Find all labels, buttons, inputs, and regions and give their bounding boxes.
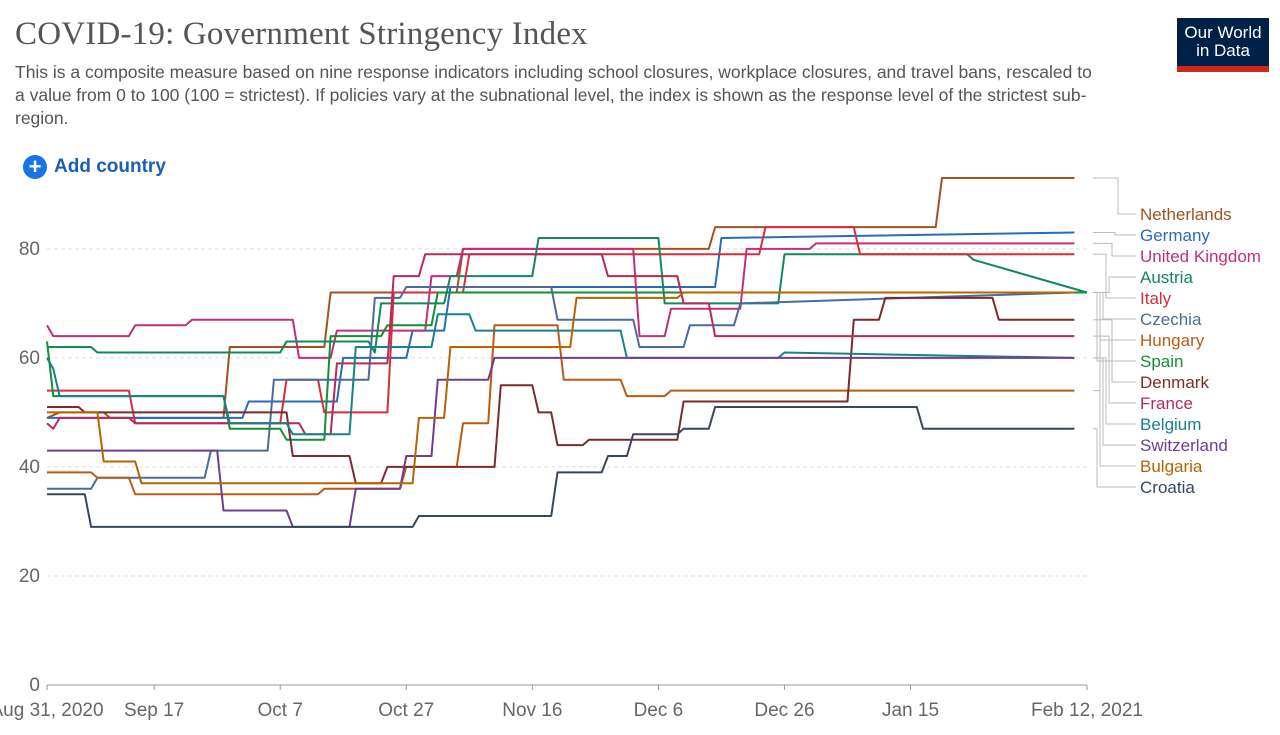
legend-label: Spain <box>1140 352 1183 371</box>
series-line-bulgaria <box>47 291 1075 485</box>
legend-label: United Kingdom <box>1140 247 1261 266</box>
chart-title: COVID-19: Government Stringency Index <box>15 16 588 52</box>
legend-label: Germany <box>1140 226 1210 245</box>
add-country-button[interactable]: + Add country <box>23 155 166 179</box>
legend-connector <box>1093 335 1136 404</box>
series-line-united-kingdom <box>46 242 1075 359</box>
legend-connector <box>1093 357 1136 446</box>
legend-connector <box>1093 292 1136 320</box>
legend-connector <box>1093 276 1136 293</box>
x-tick-label: Sep 17 <box>124 700 184 721</box>
legend-label: Hungary <box>1140 331 1205 350</box>
legend-connector <box>1093 339 1136 392</box>
x-tick-label: Feb 12, 2021 <box>1031 700 1143 721</box>
legend-connector <box>1093 292 1136 467</box>
x-tick-label: Oct 7 <box>258 700 303 721</box>
legend-connector <box>1093 428 1136 488</box>
x-tick-label: Dec 6 <box>634 700 684 721</box>
legend-label: Denmark <box>1140 373 1209 392</box>
add-country-label: Add country <box>54 156 166 177</box>
plus-circle-icon: + <box>23 155 47 179</box>
y-tick-label: 60 <box>19 348 40 369</box>
legend-connector <box>1093 319 1136 383</box>
legend-label: Italy <box>1140 289 1172 308</box>
x-tick-label: Nov 16 <box>502 700 562 721</box>
series-line-austria <box>47 237 1088 354</box>
series-line-denmark <box>47 296 1075 485</box>
y-tick-label: 40 <box>19 457 40 478</box>
series-line-germany <box>47 231 1075 419</box>
legend-label: Croatia <box>1140 478 1195 497</box>
legend-connector <box>1093 232 1136 236</box>
legend-label: Switzerland <box>1140 436 1228 455</box>
legend-label: Bulgaria <box>1140 457 1203 476</box>
logo-line-2: in Data <box>1196 41 1250 60</box>
legend-label: France <box>1140 394 1193 413</box>
series-line-czechia <box>47 286 1075 490</box>
legend-label: Austria <box>1140 268 1193 287</box>
legend-label: Czechia <box>1140 310 1202 329</box>
legend-connector <box>1093 242 1136 257</box>
legend-connector <box>1093 253 1136 299</box>
legend-connector <box>1093 177 1136 215</box>
x-tick-label: Oct 27 <box>378 700 434 721</box>
series-line-croatia <box>47 406 1075 528</box>
x-tick-label: Aug 31, 2020 <box>0 700 104 721</box>
x-tick-label: Dec 26 <box>754 700 814 721</box>
x-tick-label: Jan 15 <box>882 700 939 721</box>
legend-label: Belgium <box>1140 415 1201 434</box>
chart-subtitle: This is a composite measure based on nin… <box>15 62 1092 128</box>
series-line-hungary <box>47 324 1075 496</box>
legend-label: Netherlands <box>1140 205 1232 224</box>
series-line-italy <box>47 226 1075 425</box>
y-tick-label: 20 <box>19 566 40 587</box>
owid-logo[interactable]: Our World in Data <box>1177 18 1269 72</box>
y-tick-label: 0 <box>29 675 40 696</box>
series-line-switzerland <box>47 356 1075 528</box>
y-tick-label: 80 <box>19 239 40 260</box>
legend-connector <box>1093 292 1136 362</box>
logo-line-1: Our World <box>1184 23 1262 42</box>
logo-accent-bar <box>1177 66 1269 72</box>
